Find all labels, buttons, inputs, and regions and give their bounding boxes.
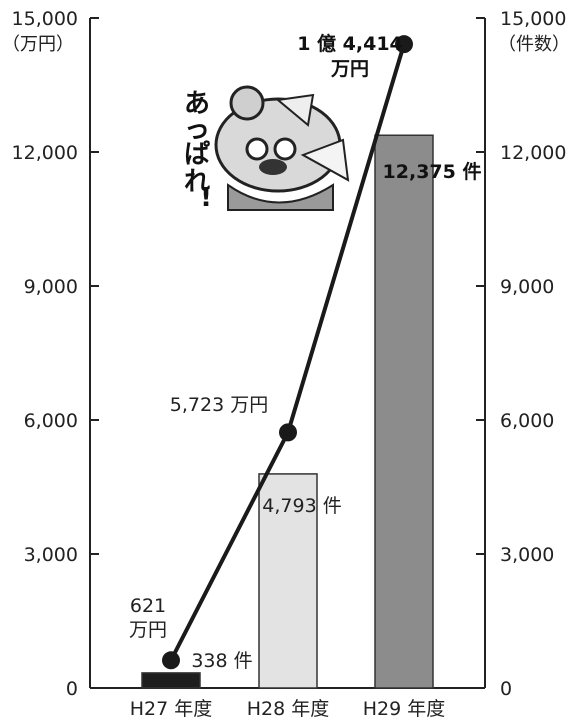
line-point-1 [162,651,180,670]
line-value-label: 万円 [129,619,167,641]
line-series [162,35,413,670]
line-value-label: 621 [130,595,166,617]
bar-1 [141,672,201,689]
bar-2 [258,473,318,689]
left-tick-label: 12,000 [12,142,78,164]
line-point-3 [395,35,413,54]
bar-value-label: 4,793 件 [262,495,341,517]
bar-value-label: 12,375 件 [383,160,482,183]
mascot-char: ! [200,183,212,213]
mascot-char: あ [184,89,210,119]
left-tick-label: 15,000 [12,8,78,30]
mascot-char: っ [184,115,210,145]
line-value-label: 1 億 4,414 [297,32,403,55]
left-tick-label: 3,000 [24,544,78,566]
right-tick-label: 6,000 [500,410,554,432]
left-tick-label: 9,000 [24,276,78,298]
line-value-label: 5,723 万円 [170,394,268,416]
left-tick-label: 0 [66,678,78,700]
mascot-char: ぱ [184,140,210,170]
right-tick-label: 9,000 [500,276,554,298]
left-tick-label: 6,000 [24,410,78,432]
line-value-label: 万円 [330,58,369,80]
category-label: H27 年度 [130,698,213,720]
mascot-illustration [214,85,350,211]
line-point-2 [279,423,297,442]
right-tick-label: 12,000 [500,142,566,164]
right-tick-label: 0 [500,678,512,700]
bar-3 [374,134,434,689]
category-label: H29 年度 [363,698,446,720]
left-axis-unit: （万円） [2,34,74,55]
right-tick-label: 15,000 [500,8,566,30]
mascot-char: れ [184,167,210,197]
right-tick-label: 3,000 [500,544,554,566]
right-axis-unit: （件数） [498,34,570,55]
bar-series [141,134,434,689]
bar-value-label: 338 件 [191,650,252,672]
axes-layer: 0 3,000 6,000 9,000 12,000 15,000 0 3,000 6,000 9… [2,8,570,720]
category-label: H28 年度 [247,698,330,720]
